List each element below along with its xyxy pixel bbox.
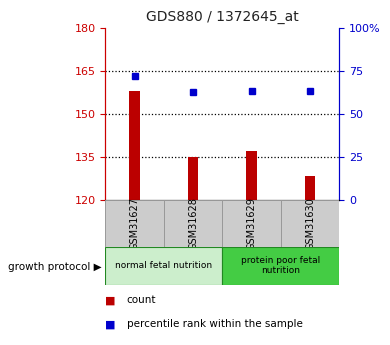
Text: ■: ■: [105, 319, 116, 329]
Title: GDS880 / 1372645_at: GDS880 / 1372645_at: [146, 10, 299, 24]
Bar: [222, 200, 281, 247]
Bar: [305, 176, 316, 200]
Bar: [129, 91, 140, 200]
Text: percentile rank within the sample: percentile rank within the sample: [127, 319, 303, 329]
Bar: [281, 200, 339, 247]
Text: ■: ■: [105, 295, 116, 305]
Text: GSM31627: GSM31627: [129, 197, 140, 250]
Bar: [188, 157, 199, 200]
Text: GSM31629: GSM31629: [246, 197, 257, 250]
Text: growth protocol ▶: growth protocol ▶: [8, 263, 101, 272]
Bar: [105, 247, 222, 285]
Text: count: count: [127, 295, 156, 305]
Bar: [105, 200, 164, 247]
Text: GSM31630: GSM31630: [305, 197, 315, 250]
Bar: [222, 247, 339, 285]
Text: normal fetal nutrition: normal fetal nutrition: [115, 261, 213, 270]
Bar: [246, 151, 257, 200]
Text: protein poor fetal
nutrition: protein poor fetal nutrition: [241, 256, 321, 275]
Text: GSM31628: GSM31628: [188, 197, 198, 250]
Bar: [164, 200, 222, 247]
